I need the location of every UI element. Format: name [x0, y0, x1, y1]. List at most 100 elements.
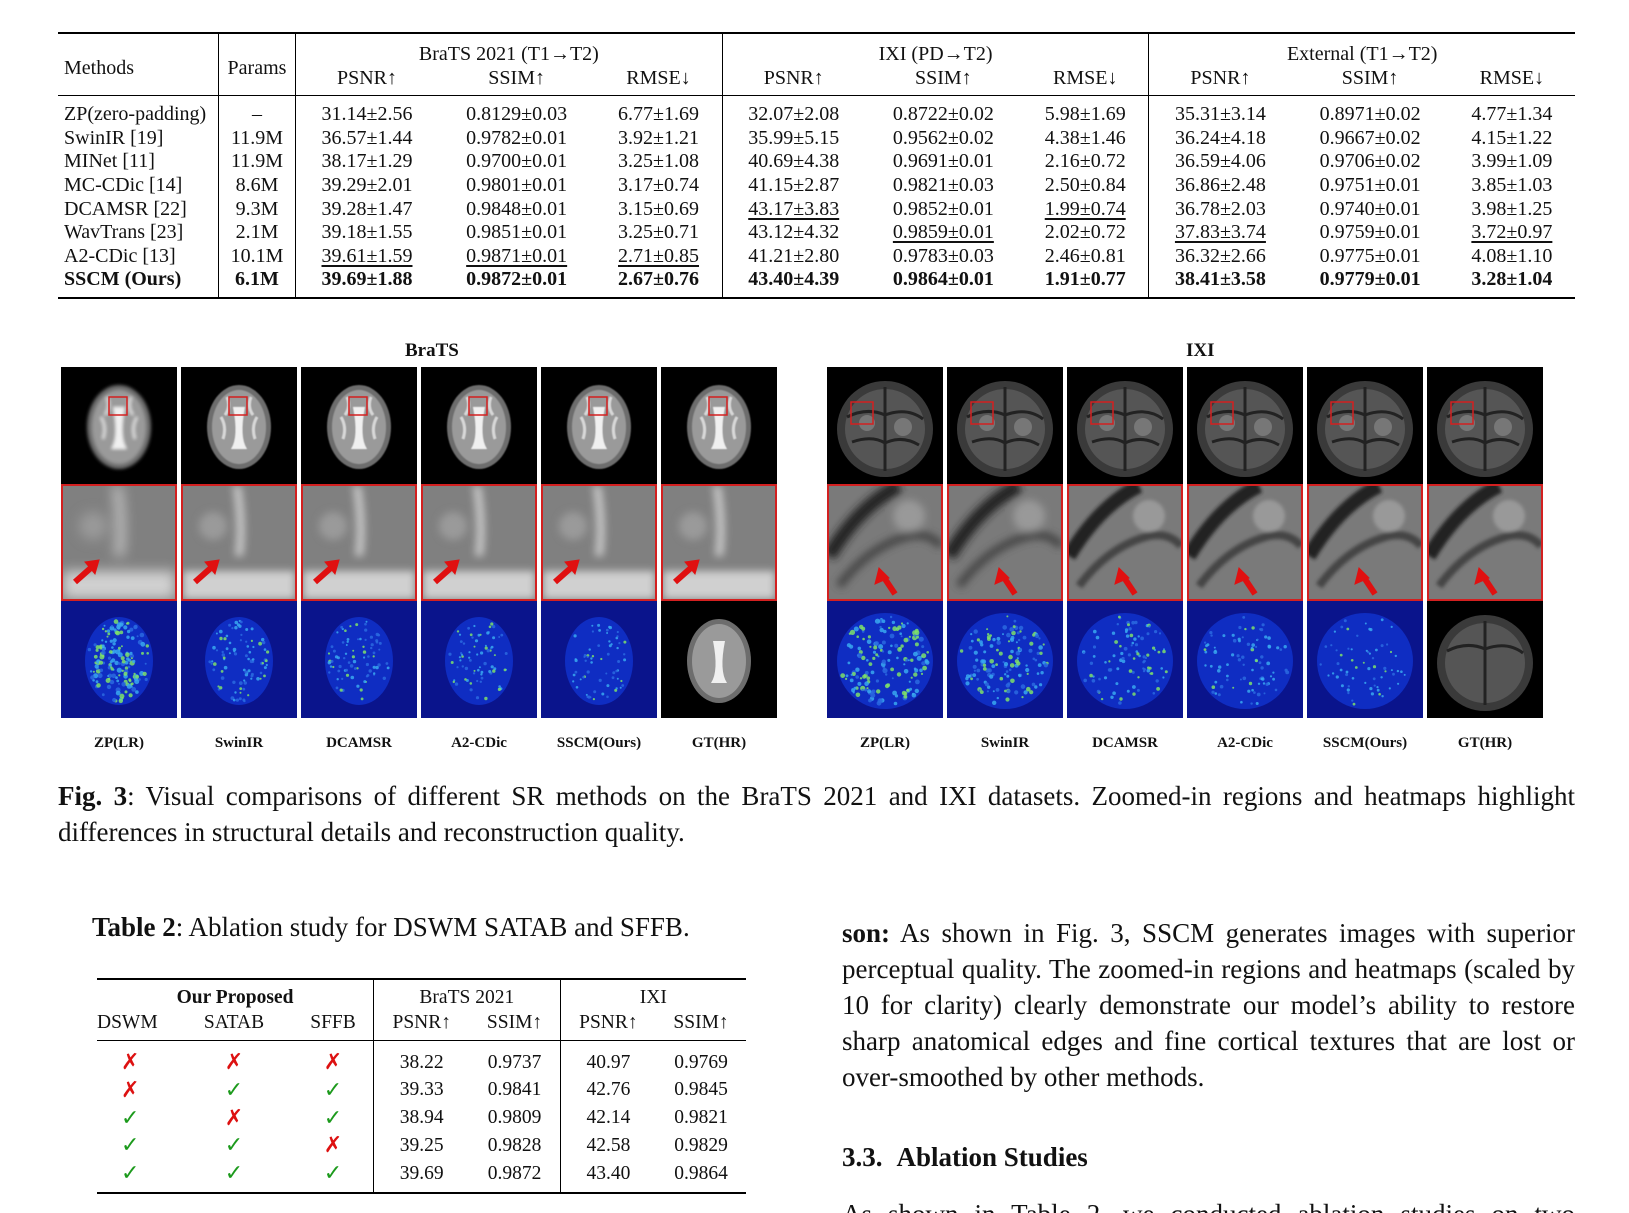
params-cell: 2.1M [218, 221, 296, 245]
value-cell: 40.97 [559, 1040, 657, 1077]
params-cell: – [218, 95, 296, 127]
value-text: 35.99±5.15 [748, 126, 840, 149]
value-cell: 0.9562±0.02 [865, 127, 1022, 151]
component-mark-cell: ✓ [293, 1077, 374, 1105]
group-header-brats: BraTS 2021 (T1→T2) [295, 33, 723, 67]
brain-image [567, 385, 631, 469]
method-label: ZP(LR) [860, 735, 910, 751]
value-cell: 1.91±0.77 [1022, 268, 1149, 298]
value-cell: 0.9864 [674, 1162, 728, 1184]
metric-header: RMSE↓ [1479, 66, 1545, 89]
component-mark-cell: ✓ [97, 1132, 175, 1160]
value-cell: 0.9783±0.03 [865, 245, 1022, 269]
error-heatmap-image [541, 601, 657, 718]
table-row: DCAMSR [22] 9.3M 39.28±1.47 0.9848±0.01 3.15… [58, 197, 1575, 222]
value-text: 40.69±4.38 [748, 150, 840, 173]
params-cell: 10.1M [218, 244, 296, 269]
value-cell: 38.94 [373, 1104, 470, 1133]
value-text: 1.91±0.77 [1044, 268, 1126, 291]
value-cell: 0.9740±0.01 [1291, 198, 1448, 222]
metric-header: SSIM↑ [915, 66, 972, 89]
error-heatmap-image [1067, 601, 1183, 718]
value-cell: 3.17±0.74 [595, 174, 722, 198]
value-cell: 2.16±0.72 [1022, 150, 1149, 174]
value-cell: 39.25 [373, 1132, 470, 1160]
value-text: 3.85±1.03 [1471, 173, 1553, 196]
heatmap-cell [61, 601, 177, 718]
heatmap-cell [301, 601, 417, 718]
zoomed-region-image [183, 486, 295, 599]
dataset-header-ixi: IXI [559, 979, 746, 1011]
method-label: DCAMSR [326, 735, 392, 751]
figure-title-ixi: IXI [1186, 340, 1215, 361]
value-text: 4.38±1.46 [1044, 126, 1126, 149]
value-cell: 43.40±4.39 [721, 268, 865, 298]
params-cell: 8.6M [218, 173, 296, 198]
value-cell: 0.9828 [487, 1134, 542, 1156]
check-icon: ✓ [121, 1133, 140, 1159]
group-header-ixi: IXI (PD→T2) [721, 33, 1149, 67]
zoom-cell [541, 484, 657, 601]
value-cell: 0.9829 [674, 1134, 728, 1156]
zoom-cell [61, 484, 177, 601]
zoom-cell [827, 484, 943, 601]
zoom-cell [661, 484, 777, 601]
value-text: 0.9872±0.01 [466, 268, 568, 291]
value-cell: 3.99±1.09 [1449, 150, 1575, 174]
brain-image [1317, 381, 1413, 477]
zoomed-region-image [1429, 486, 1541, 599]
heatmap-cell [541, 601, 657, 718]
mri-slice-cell [421, 367, 537, 484]
value-cell: 3.25±0.71 [595, 221, 722, 245]
heatmap-cell [1427, 601, 1543, 718]
value-cell: 39.69 [373, 1160, 470, 1193]
zoom-cell [1427, 484, 1543, 601]
value-text: 0.9667±0.02 [1319, 126, 1421, 149]
figure-title-brats: BraTS [405, 340, 459, 361]
value-text: 0.9852±0.01 [892, 197, 994, 220]
value-cell: 42.14 [559, 1104, 657, 1133]
value-cell: 36.78±2.03 [1148, 197, 1292, 222]
arrow-icon [553, 559, 580, 585]
arrow-icon [1114, 567, 1138, 596]
value-text: 2.71±0.85 [618, 244, 699, 267]
dataset-header-brats: BraTS 2021 [373, 979, 561, 1011]
mri-slice-cell [181, 367, 297, 484]
results-paragraph: son: As shown in Fig. 3, SSCM generates … [842, 915, 1575, 1095]
component-mark-cell: ✗ [175, 1105, 293, 1133]
heatmap-cell [827, 601, 943, 718]
error-heatmap-image [1307, 601, 1423, 718]
paragraph-lead: son: [842, 918, 891, 948]
ablation-table: Our Proposed BraTS 2021 IXI DSWM SATAB S… [97, 978, 746, 1194]
heatmap-cell [947, 601, 1063, 718]
value-cell: 0.9821±0.03 [865, 174, 1022, 198]
check-icon: ✓ [121, 1161, 140, 1186]
method-label: GT(HR) [691, 735, 747, 751]
value-text: 0.9751±0.01 [1319, 173, 1421, 196]
cross-icon: ✗ [224, 1050, 244, 1076]
zoom-cell [947, 484, 1063, 601]
heatmap-cell [421, 601, 537, 718]
zoom-cell [1307, 484, 1423, 601]
value-cell: 43.40 [559, 1160, 657, 1193]
value-text: 3.17±0.74 [618, 173, 699, 196]
ground-truth-image [1427, 601, 1543, 718]
value-text: 32.07±2.08 [748, 103, 840, 126]
table-row: A2-CDic [13] 10.1M 39.61±1.59 0.9871±0.01 2.… [58, 244, 1575, 269]
value-text: 3.25±0.71 [618, 221, 699, 244]
value-cell: 0.9872±0.01 [438, 268, 595, 298]
value-cell: 0.9845 [674, 1079, 728, 1101]
check-icon: ✓ [224, 1161, 244, 1186]
value-cell: 39.61±1.59 [295, 244, 438, 269]
value-text: 3.98±1.25 [1471, 197, 1553, 220]
value-cell: 43.17±3.83 [721, 197, 865, 222]
mri-slice-cell [661, 367, 777, 484]
mri-slice-cell [1427, 367, 1543, 484]
check-icon: ✓ [224, 1077, 244, 1103]
value-text: 38.17±1.29 [321, 150, 413, 173]
value-text: 5.98±1.69 [1044, 103, 1126, 126]
component-mark-cell: ✗ [293, 1041, 374, 1077]
value-text: 39.28±1.47 [321, 197, 413, 220]
arrow-icon [874, 567, 898, 596]
brain-image [447, 385, 511, 469]
